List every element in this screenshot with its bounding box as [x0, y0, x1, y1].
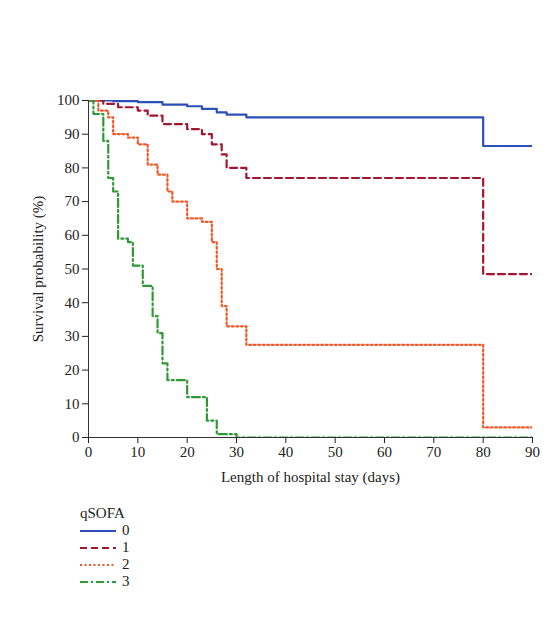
svg-text:40: 40 [65, 295, 80, 311]
svg-text:10: 10 [130, 444, 145, 460]
svg-text:90: 90 [65, 126, 80, 142]
svg-text:80: 80 [65, 160, 80, 176]
svg-text:0: 0 [72, 429, 80, 445]
svg-text:60: 60 [377, 444, 392, 460]
svg-text:60: 60 [65, 227, 80, 243]
svg-text:10: 10 [65, 396, 80, 412]
svg-text:70: 70 [65, 193, 80, 209]
svg-text:30: 30 [229, 444, 244, 460]
svg-text:50: 50 [328, 444, 343, 460]
html-text:2: 2 [122, 556, 130, 572]
svg-text:20: 20 [180, 444, 195, 460]
svg-text:100: 100 [57, 92, 80, 108]
svg-text:Survival probability (%): Survival probability (%) [30, 196, 47, 343]
html-text:qSOFA: qSOFA [80, 505, 125, 521]
svg-text:Length of hospital stay (days): Length of hospital stay (days) [221, 469, 400, 486]
svg-text:0: 0 [85, 444, 93, 460]
svg-text:20: 20 [65, 362, 80, 378]
svg-text:50: 50 [65, 261, 80, 277]
html-text:3: 3 [122, 573, 130, 589]
html-text:0: 0 [122, 522, 130, 538]
svg-text:30: 30 [65, 328, 80, 344]
svg-text:90: 90 [525, 444, 540, 460]
svg-text:40: 40 [278, 444, 293, 460]
svg-text:80: 80 [476, 444, 491, 460]
svg-text:70: 70 [426, 444, 441, 460]
html-text:1: 1 [122, 539, 130, 555]
